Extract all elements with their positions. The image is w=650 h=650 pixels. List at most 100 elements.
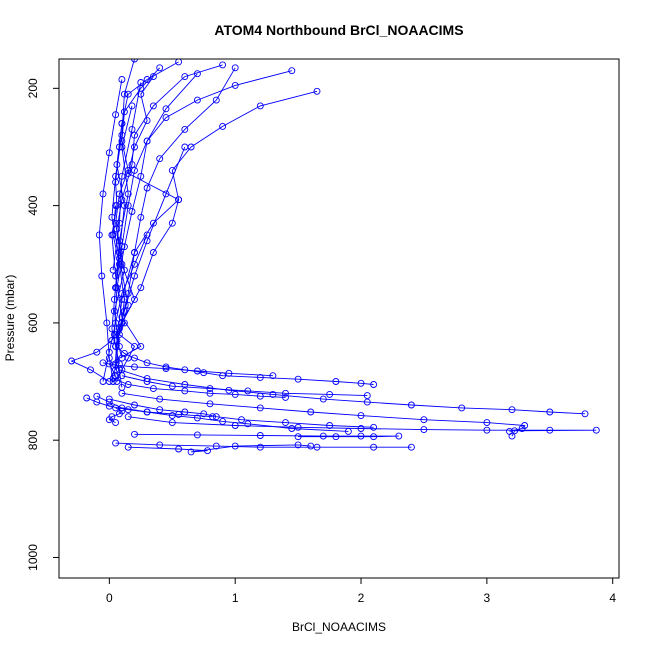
data-point <box>244 387 252 395</box>
data-point <box>131 260 138 268</box>
series-line <box>119 369 586 415</box>
data-point <box>294 423 302 431</box>
data-point <box>282 419 289 427</box>
data-point <box>143 76 151 83</box>
data-point <box>112 439 120 447</box>
data-point <box>307 408 315 416</box>
data-point <box>181 387 189 395</box>
data-point <box>326 422 334 429</box>
data-point <box>118 196 126 204</box>
data-point <box>137 90 145 98</box>
series-31 <box>109 79 145 274</box>
x-tick-label: 4 <box>609 591 616 605</box>
data-point <box>124 202 132 210</box>
series-22 <box>109 375 289 401</box>
data-point <box>244 420 252 428</box>
series-line <box>115 105 133 288</box>
data-point <box>124 443 132 451</box>
data-point <box>113 378 121 385</box>
x-axis-label: BrCl_NOAACIMS <box>292 620 386 634</box>
data-layer <box>68 59 600 456</box>
series-line <box>102 362 273 377</box>
data-point <box>149 73 157 81</box>
data-point <box>546 408 554 416</box>
data-point <box>231 81 239 89</box>
data-point <box>168 412 176 420</box>
y-tick-label: 400 <box>26 195 40 215</box>
data-point <box>120 108 128 116</box>
data-point <box>219 417 227 425</box>
data-point <box>193 367 201 375</box>
data-point <box>282 389 289 397</box>
data-point <box>118 120 126 127</box>
data-point <box>219 122 227 130</box>
data-point <box>124 381 132 388</box>
data-point <box>109 231 117 239</box>
data-point <box>162 365 170 373</box>
data-point <box>546 426 554 434</box>
data-point <box>162 114 170 122</box>
series-27 <box>99 231 151 385</box>
data-point <box>269 390 277 398</box>
data-point <box>395 432 403 440</box>
x-tick-label: 2 <box>358 591 365 605</box>
series-24 <box>83 394 216 421</box>
data-point <box>168 382 176 390</box>
data-point <box>137 79 145 86</box>
data-point <box>313 87 321 95</box>
data-point <box>128 125 136 133</box>
data-point <box>175 59 183 66</box>
data-point <box>288 425 296 432</box>
data-point <box>124 413 132 421</box>
chart-title: ATOM4 Northbound BrCl_NOAACIMS <box>214 22 463 38</box>
data-point <box>143 237 151 245</box>
data-point <box>131 249 138 256</box>
data-point <box>120 90 128 98</box>
data-point <box>131 295 138 303</box>
data-point <box>137 213 145 221</box>
data-point <box>143 137 151 145</box>
data-point <box>508 432 516 440</box>
data-point <box>288 67 296 75</box>
series-line <box>115 442 412 448</box>
series-line <box>116 322 136 382</box>
data-point <box>256 392 264 400</box>
data-point <box>112 319 120 327</box>
data-point <box>193 70 201 78</box>
data-point <box>103 319 111 327</box>
data-point <box>187 448 195 456</box>
data-point <box>200 410 208 418</box>
series-line <box>115 346 374 385</box>
data-point <box>231 442 239 450</box>
series-line <box>115 67 161 359</box>
data-point <box>124 90 132 98</box>
data-point <box>118 76 126 83</box>
data-point <box>99 190 107 198</box>
data-point <box>105 402 113 410</box>
series-line <box>86 397 213 418</box>
data-point <box>181 125 189 133</box>
data-point <box>105 348 113 356</box>
x-tick-label: 0 <box>106 591 113 605</box>
data-point <box>68 357 76 365</box>
data-point <box>131 401 138 409</box>
data-point <box>110 295 118 303</box>
data-point <box>206 385 214 393</box>
data-point <box>256 404 264 412</box>
data-point <box>137 172 145 180</box>
data-point <box>162 190 170 198</box>
data-point <box>200 369 208 377</box>
data-point <box>193 96 201 104</box>
data-point <box>112 404 120 412</box>
data-point <box>370 381 378 388</box>
data-point <box>326 390 334 398</box>
data-point <box>332 433 340 441</box>
series-5 <box>110 87 321 380</box>
plot-frame <box>58 58 620 579</box>
data-point <box>156 395 164 403</box>
data-point <box>518 425 526 432</box>
data-point <box>131 363 138 371</box>
series-line <box>128 416 597 437</box>
data-point <box>181 143 189 151</box>
data-point <box>83 394 91 402</box>
